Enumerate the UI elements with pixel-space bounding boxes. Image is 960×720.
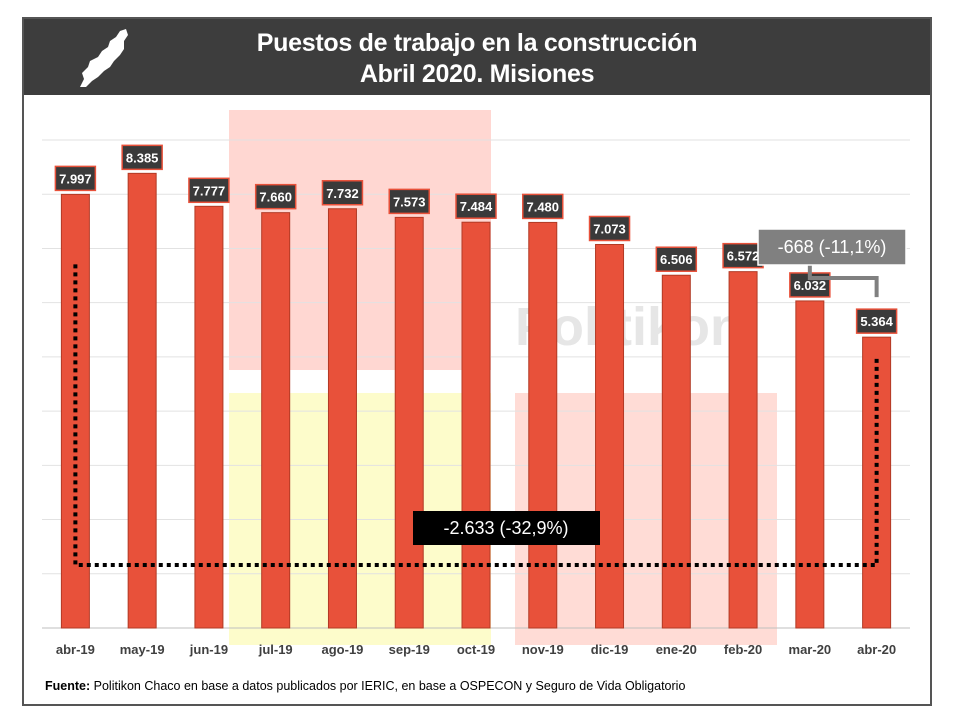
long-term-change-box bbox=[413, 511, 600, 545]
x-tick-label: jun-19 bbox=[189, 642, 228, 657]
bar bbox=[795, 300, 825, 629]
bar bbox=[194, 205, 224, 629]
data-label-box bbox=[722, 242, 764, 269]
x-tick-label: mar-20 bbox=[789, 642, 832, 657]
data-label: 7.484 bbox=[460, 199, 493, 214]
data-label-box bbox=[455, 193, 497, 219]
data-label-box bbox=[855, 308, 898, 334]
bar bbox=[394, 216, 424, 629]
data-label: 7.480 bbox=[526, 199, 559, 214]
bar bbox=[528, 221, 558, 629]
data-label: 6.032 bbox=[794, 278, 827, 293]
bar bbox=[327, 208, 357, 629]
x-tick-label: abr-19 bbox=[56, 642, 95, 657]
bar bbox=[127, 172, 157, 629]
data-label-box bbox=[388, 188, 430, 215]
x-tick-label: may-19 bbox=[120, 642, 165, 657]
x-tick-label: ago-19 bbox=[322, 642, 364, 657]
data-label: 7.777 bbox=[193, 183, 226, 198]
source-text: Politikon Chaco en base a datos publicad… bbox=[93, 679, 686, 693]
data-label: 8.385 bbox=[126, 150, 159, 165]
data-label-box bbox=[588, 215, 631, 242]
x-tick-label: abr-20 bbox=[857, 642, 896, 657]
data-label-box bbox=[254, 183, 297, 210]
bar bbox=[461, 221, 491, 629]
data-label: 6.506 bbox=[660, 252, 693, 267]
x-tick-label: sep-19 bbox=[389, 642, 430, 657]
bar bbox=[261, 212, 291, 629]
bar bbox=[728, 271, 758, 629]
x-tick-label: feb-20 bbox=[724, 642, 762, 657]
data-label-box bbox=[188, 177, 230, 204]
data-label: 5.364 bbox=[860, 314, 893, 329]
data-label: 7.660 bbox=[259, 190, 292, 205]
x-tick-label: nov-19 bbox=[522, 642, 564, 657]
chart-title: Puestos de trabajo en la construcción bbox=[256, 29, 698, 57]
source-note: Fuente: Politikon Chaco en base a datos … bbox=[45, 679, 685, 693]
data-label: 7.997 bbox=[59, 171, 92, 186]
data-label: 6.572 bbox=[727, 249, 760, 264]
data-label-box bbox=[522, 193, 564, 220]
data-label-box bbox=[54, 165, 97, 192]
data-label-box bbox=[321, 180, 364, 206]
chart-header: Puestos de trabajo en la construcción Ab… bbox=[24, 19, 930, 95]
long-term-change-label: -2.633 (-32,9%) bbox=[443, 518, 568, 538]
source-label: Fuente: bbox=[45, 679, 91, 693]
bar bbox=[661, 274, 691, 629]
x-tick-label: ene-20 bbox=[656, 642, 697, 657]
x-tick-label: oct-19 bbox=[457, 642, 495, 657]
chart-subtitle: Abril 2020. Misiones bbox=[359, 60, 595, 88]
monthly-change-label: -668 (-11,1%) bbox=[778, 237, 887, 257]
x-tick-label: jul-19 bbox=[258, 642, 293, 657]
annotations: -2.633 (-32,9%) -668 (-11,1%) bbox=[73, 228, 907, 567]
data-label-box bbox=[655, 246, 698, 272]
monthly-change-bracket bbox=[807, 260, 879, 298]
x-tick-label: dic-19 bbox=[591, 642, 629, 657]
data-label: 7.073 bbox=[593, 221, 626, 236]
data-label: 7.573 bbox=[393, 194, 426, 209]
data-label: 7.732 bbox=[326, 186, 359, 201]
bar bbox=[595, 243, 625, 629]
data-label-box bbox=[121, 144, 163, 171]
monthly-change-box bbox=[757, 228, 907, 266]
x-axis-labels: abr-19 may-19 jun-19 jul-19 ago-19 sep-19 oct-… bbox=[56, 642, 896, 657]
misiones-map-icon bbox=[80, 29, 128, 87]
